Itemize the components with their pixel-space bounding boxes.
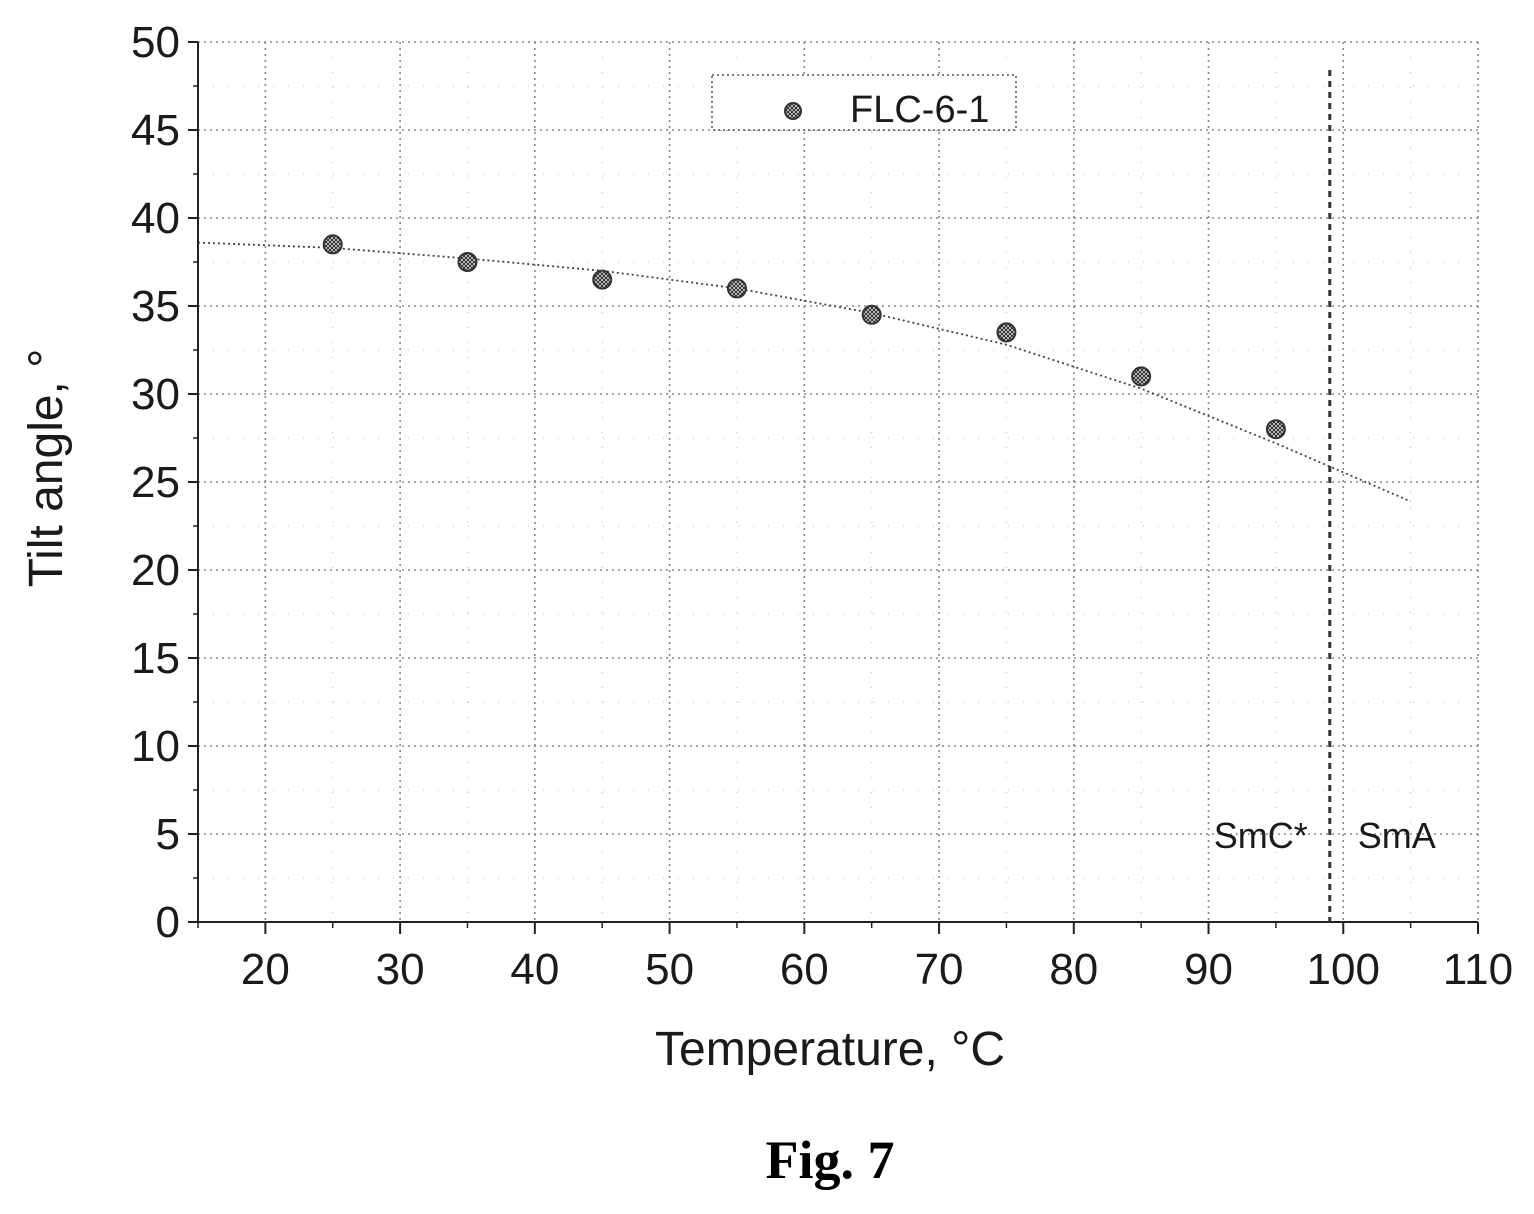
y-tick-label: 40 (131, 194, 180, 243)
y-tick-label: 25 (131, 458, 180, 507)
axes: 0 5 10 15 20 25 30 35 40 45 50 20 30 40 50 60 70 80 90 100 1… (131, 18, 1513, 994)
x-tick-label: 40 (510, 945, 559, 994)
data-point (457, 252, 478, 272)
y-tick-label: 45 (131, 106, 180, 155)
y-tick-label: 10 (131, 722, 180, 771)
x-axis-label: Temperature, °C (655, 1023, 1005, 1076)
legend-marker (784, 102, 802, 120)
y-axis-label: Tilt angle, ° (20, 349, 73, 588)
x-tick-label: 20 (241, 945, 290, 994)
fit-curve (197, 241, 1411, 503)
data-point (1131, 366, 1152, 387)
data-points (322, 234, 1286, 440)
data-point (726, 278, 747, 299)
data-point (592, 269, 613, 290)
x-tick-label: 70 (915, 945, 964, 994)
y-tick-label: 20 (131, 546, 180, 595)
y-tick-label: 0 (156, 898, 180, 947)
phase-boundary: SmC* SmA (1214, 70, 1436, 922)
legend: FLC-6-1 (711, 74, 1017, 131)
data-point (861, 304, 882, 325)
data-point (322, 234, 343, 255)
x-tick-label: 30 (376, 945, 425, 994)
x-tick-label: 50 (645, 945, 694, 994)
legend-label: FLC-6-1 (850, 89, 989, 131)
phase-label-sma: SmA (1358, 815, 1436, 856)
x-tick-label: 90 (1184, 945, 1233, 994)
x-tick-label: 60 (780, 945, 829, 994)
x-tick-label: 80 (1049, 945, 1098, 994)
legend-box (711, 74, 1017, 131)
grid-lines (198, 41, 1479, 922)
data-point (996, 322, 1017, 343)
y-tick-label: 35 (131, 282, 180, 331)
figure-caption: Fig. 7 (766, 1130, 895, 1190)
y-tick-label: 30 (131, 370, 180, 419)
fit-curve-line (197, 241, 1411, 503)
y-tick-label: 15 (131, 634, 180, 683)
x-tick-label: 110 (1443, 945, 1513, 994)
data-point (1265, 419, 1286, 440)
x-tick-label: 100 (1307, 945, 1380, 994)
y-tick-label: 50 (131, 18, 180, 67)
y-tick-label: 5 (156, 810, 180, 859)
phase-label-smc: SmC* (1214, 815, 1308, 856)
